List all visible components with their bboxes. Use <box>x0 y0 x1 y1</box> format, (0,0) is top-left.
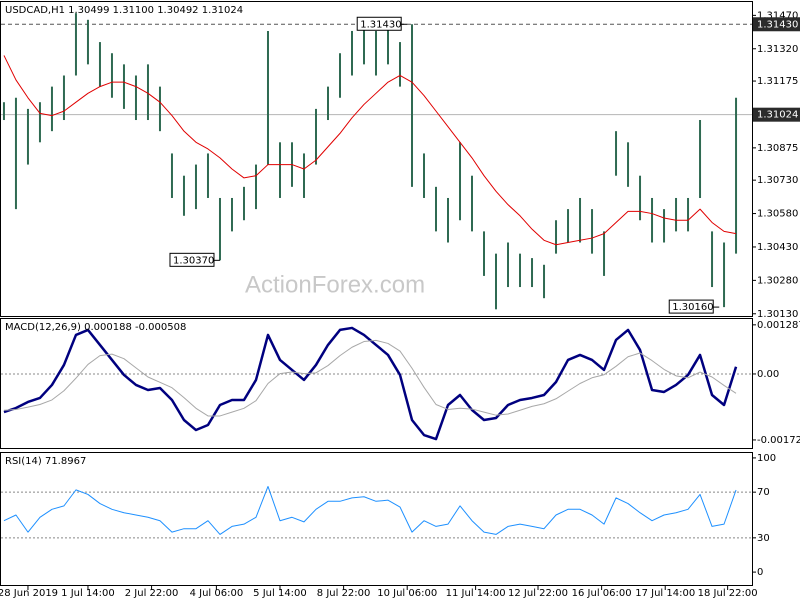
y-tick-label: 0.001287 <box>757 320 800 331</box>
y-tick-label: 0.00 <box>757 369 779 380</box>
series-line <box>3 55 737 246</box>
y-tick-label: 1.31470 <box>757 10 798 21</box>
y-tick-label: 1.31320 <box>757 44 798 55</box>
y-tick-label: 1.30580 <box>757 209 798 220</box>
y-tick-label: 70 <box>757 487 770 498</box>
y-tick-label: 1.30430 <box>757 242 798 253</box>
x-tick-label: 18 Jul 22:00 <box>698 588 758 599</box>
x-tick-label: 17 Jul 14:00 <box>635 588 695 599</box>
y-tick-label: 30 <box>757 533 770 544</box>
annotation-label: 1.30160 <box>672 302 713 313</box>
y-tick-label: 1.30280 <box>757 275 798 286</box>
price-box-label: 1.31430 <box>757 19 798 30</box>
panel-frame <box>0 452 753 586</box>
y-tick-label: 1.30875 <box>757 143 798 154</box>
y-tick-label: 1.30730 <box>757 175 798 186</box>
annotation-label: 1.30370 <box>173 255 214 266</box>
panel-title: RSI(14) 71.8967 <box>5 456 86 467</box>
price-box <box>753 17 800 32</box>
watermark: ActionForex.com <box>245 271 425 298</box>
annotation-label: 1.31430 <box>360 19 401 30</box>
y-tick-label: 1.31175 <box>757 76 798 87</box>
annotation-box <box>356 16 402 31</box>
x-tick-label: 5 Jul 14:00 <box>253 588 307 599</box>
panel-frame <box>0 1 753 317</box>
price-box <box>753 107 800 122</box>
annotation-box <box>169 252 215 267</box>
x-tick-label: 1 Jul 14:00 <box>61 588 115 599</box>
y-tick-label: -0.001729 <box>757 435 800 446</box>
price-box-label: 1.31024 <box>757 110 798 121</box>
x-tick-label: 8 Jul 22:00 <box>317 588 371 599</box>
series-line <box>3 485 737 535</box>
x-tick-label: 28 Jun 2019 <box>0 588 58 599</box>
x-tick-label: 10 Jul 06:00 <box>377 588 437 599</box>
x-tick-label: 2 Jul 22:00 <box>125 588 179 599</box>
panel-title: MACD(12,26,9) 0.000188 -0.000508 <box>5 322 186 333</box>
y-tick-label: 100 <box>757 453 776 464</box>
panel-title: USDCAD,H1 1.30499 1.31100 1.30492 1.3102… <box>5 5 243 16</box>
x-tick-label: 11 Jul 14:00 <box>446 588 506 599</box>
series-line <box>3 326 738 441</box>
y-tick-label: 1.30130 <box>757 309 798 320</box>
x-tick-label: 4 Jul 06:00 <box>190 588 244 599</box>
x-tick-label: 12 Jul 22:00 <box>508 588 568 599</box>
annotation-box <box>668 299 714 314</box>
y-tick-label: 0 <box>757 567 763 578</box>
series-line <box>3 339 737 417</box>
panel-frame <box>0 318 753 449</box>
x-tick-label: 16 Jul 06:00 <box>572 588 632 599</box>
